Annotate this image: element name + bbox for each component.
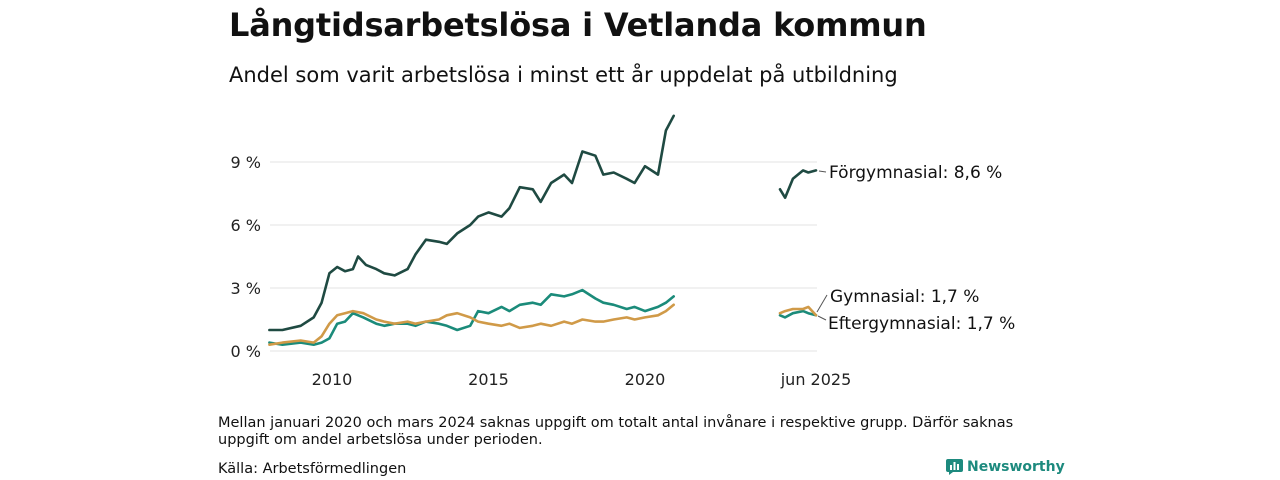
end-label-förgymnasial: Förgymnasial: 8,6 %	[829, 163, 1002, 183]
y-tick-label: 6 %	[231, 216, 261, 235]
brand-name: Newsworthy	[967, 459, 1065, 475]
y-tick-label: 3 %	[231, 279, 261, 298]
series-end-labels: Förgymnasial: 8,6 % Gymnasial: 1,7 % Efter…	[816, 163, 1015, 334]
label-leader	[817, 315, 827, 321]
series-lines	[268, 114, 818, 346]
label-leader	[818, 170, 827, 173]
series-line-eftergymnasial	[778, 305, 818, 317]
x-tick-label: 2020	[625, 370, 666, 389]
label-leader	[816, 294, 828, 313]
series-line-gymnasial	[778, 309, 818, 319]
series-line-förgymnasial	[268, 114, 675, 332]
x-tick-label: 2010	[312, 370, 353, 389]
end-label-eftergymnasial: Eftergymnasial: 1,7 %	[828, 314, 1015, 334]
source-text: Källa: Arbetsförmedlingen	[218, 461, 407, 477]
series-line-förgymnasial	[778, 169, 818, 199]
y-tick-label: 0 %	[231, 342, 261, 361]
series-line-eftergymnasial	[268, 303, 675, 346]
y-tick-label: 9 %	[231, 153, 261, 172]
y-axis-ticks: 0 % 3 % 6 % 9 %	[231, 153, 261, 361]
footnote: Mellan januari 2020 och mars 2024 saknas…	[218, 415, 1014, 448]
end-label-gymnasial: Gymnasial: 1,7 %	[830, 287, 979, 307]
x-tick-label: 2015	[468, 370, 509, 389]
gridlines	[270, 161, 817, 352]
x-axis-ticks: 2010 2015 2020 jun 2025	[312, 370, 852, 389]
newsworthy-logo-icon	[946, 459, 963, 475]
chart-title: Långtidsarbetslösa i Vetlanda kommun	[229, 6, 927, 44]
x-tick-label: jun 2025	[780, 370, 852, 389]
line-chart: 0 % 3 % 6 % 9 % 2010 2015 2020 jun 2025 Förgym…	[231, 114, 1015, 389]
chart-subtitle: Andel som varit arbetslösa i minst ett å…	[229, 63, 898, 87]
brand-logo[interactable]: Newsworthy	[946, 459, 1065, 475]
